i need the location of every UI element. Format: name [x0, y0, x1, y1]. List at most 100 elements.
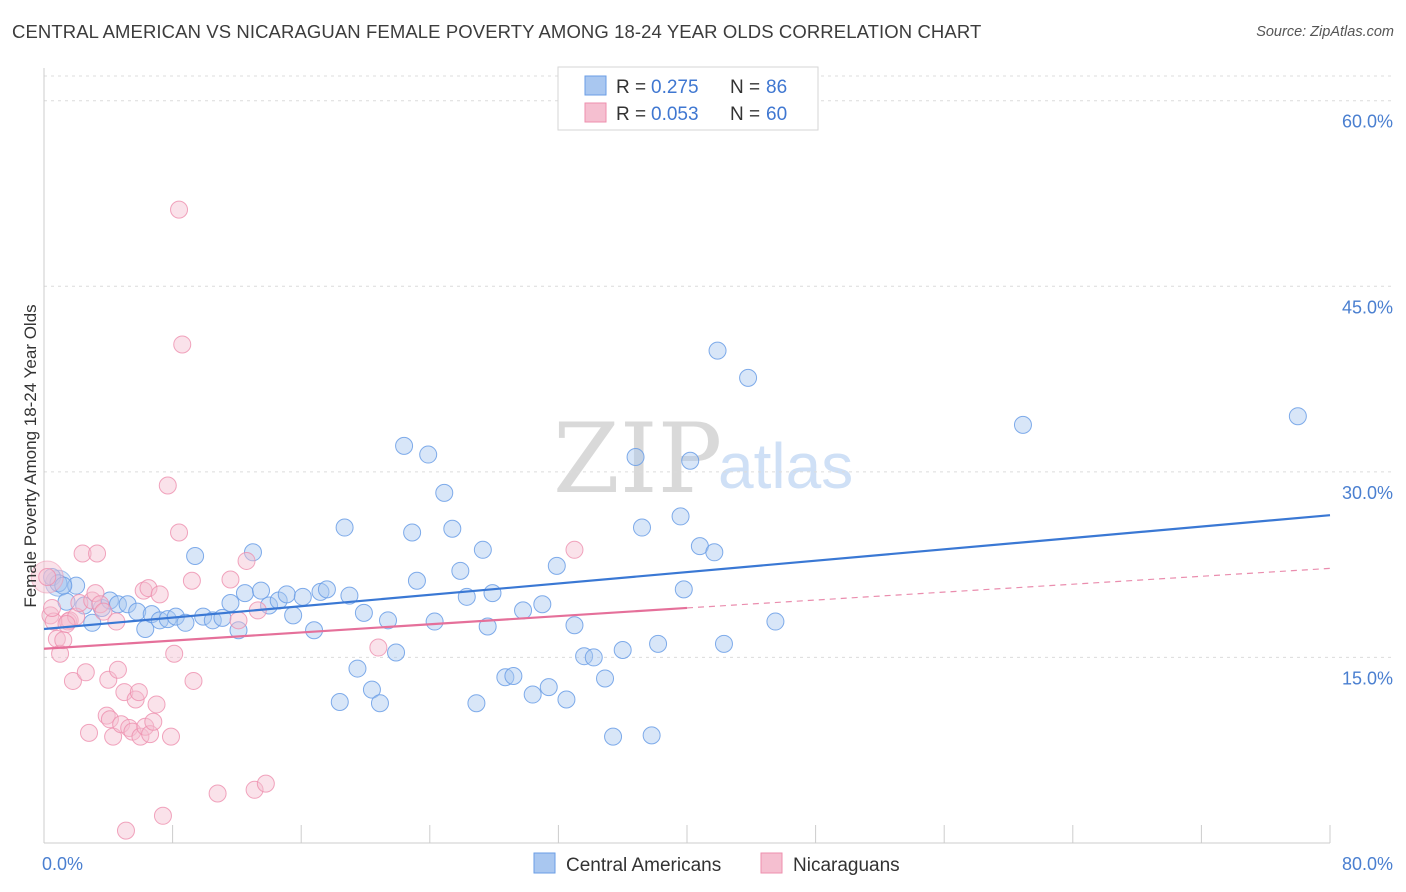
nicaraguans-point [129, 683, 148, 702]
central-americans-point [674, 580, 693, 599]
nicaraguans-trend-extension [686, 567, 1331, 609]
nicaraguans-point [165, 644, 184, 663]
nicaraguans-point [88, 544, 107, 563]
central-americans-point [435, 483, 454, 502]
central-americans-point [379, 611, 398, 630]
central-americans-point [632, 518, 651, 537]
nicaraguans-point [208, 784, 227, 803]
nicaraguans-point [369, 638, 388, 657]
nicaraguans-point [161, 727, 180, 746]
bottom-legend: Central Americans Nicaraguans [533, 852, 900, 876]
central-americans-point [596, 669, 615, 688]
nicaraguans-point [43, 598, 62, 617]
central-americans-point [504, 666, 523, 685]
nicaraguans-point [51, 644, 70, 663]
central-americans-point [575, 647, 594, 666]
nicaraguans-point [170, 523, 189, 542]
chart-title: CENTRAL AMERICAN VS NICARAGUAN FEMALE PO… [12, 21, 982, 42]
central-americans-point [705, 543, 724, 562]
central-americans-point [649, 634, 668, 653]
central-americans-point [221, 594, 240, 613]
central-americans-point [467, 694, 486, 713]
nicaraguans-point [184, 671, 203, 690]
watermark-zip: ZIP [553, 403, 722, 515]
nicaraguans-point [565, 540, 584, 559]
central-americans-point [348, 659, 367, 678]
central-americans-trend-line [43, 514, 1331, 631]
nicaraguans-point [99, 670, 118, 689]
trend-lines [43, 514, 1331, 650]
y-axis-label: Female Poverty Among 18-24 Year Olds [21, 304, 40, 607]
central-americans-point [186, 546, 205, 565]
central-americans-point [176, 613, 195, 632]
legend-r-label-1: R = [616, 77, 646, 98]
source-label: Source: ZipAtlas.com [1256, 24, 1394, 40]
central-americans-point [539, 678, 558, 697]
central-americans-point [330, 692, 349, 711]
nicaraguans-point [221, 570, 240, 589]
central-americans-point [370, 694, 389, 713]
central-americans-point [362, 680, 381, 699]
central-americans-point [565, 616, 584, 635]
tick-labels: 15.0% 30.0% 45.0% 60.0% 0.0% 80.0% [42, 112, 1393, 874]
nicaraguans-point [153, 806, 172, 825]
central-americans-point [395, 436, 414, 455]
nicaraguans-point [170, 200, 189, 219]
nicaraguans-point [80, 723, 99, 742]
central-americans-point [642, 726, 661, 745]
central-americans-point [739, 368, 758, 387]
central-americans-point [317, 580, 336, 599]
legend-n-value-2: 60 [766, 104, 787, 125]
central-americans-point [1288, 407, 1307, 426]
central-americans-point [407, 571, 426, 590]
central-americans-point [547, 556, 566, 575]
nicaraguans-point [73, 544, 92, 563]
nicaraguans-point [256, 774, 275, 793]
central-americans-point [613, 641, 632, 660]
watermark-atlas: atlas [718, 430, 853, 502]
central-americans-point [67, 576, 86, 595]
central-americans-point [354, 603, 373, 622]
nicaraguans-point [229, 611, 248, 630]
y-tick-label: 15.0% [1342, 668, 1393, 688]
nicaraguans-trend-line [43, 606, 688, 650]
nicaraguans-point [94, 602, 113, 621]
nicaraguans-point [245, 780, 264, 799]
legend-n-value-1: 86 [766, 77, 787, 98]
central-americans-point [118, 595, 137, 614]
nicaraguans-point [108, 660, 127, 679]
central-americans-point [284, 606, 303, 625]
nicaraguans-point [38, 568, 57, 587]
central-americans-point [766, 612, 785, 631]
central-americans-point [557, 690, 576, 709]
legend-swatch-central-americans [584, 75, 607, 96]
central-americans-point [626, 448, 645, 467]
nicaraguans-point [76, 663, 95, 682]
central-americans-point [483, 584, 502, 603]
bottom-legend-central-americans: Central Americans [566, 855, 721, 876]
central-americans-point [293, 587, 312, 606]
central-americans-point [1013, 415, 1032, 434]
nicaraguans-point [100, 710, 119, 729]
central-americans-point [681, 451, 700, 470]
nicaraguans-point [150, 585, 169, 604]
central-americans-point [387, 643, 406, 662]
axes [43, 68, 1331, 844]
nicaraguans-point [237, 551, 256, 570]
legend: R = 0.275 N = 86 R = 0.053 N = 60 [557, 66, 819, 131]
bottom-legend-nicaraguans: Nicaraguans [793, 855, 900, 876]
central-americans-point [403, 523, 422, 542]
bottom-legend-swatch-central-americans [533, 852, 556, 874]
nicaraguans-point [182, 571, 201, 590]
central-americans-point [708, 341, 727, 360]
central-americans-point [584, 648, 603, 667]
legend-r-label-2: R = [616, 104, 646, 125]
central-americans-point [83, 613, 102, 632]
central-americans-point [229, 621, 248, 640]
legend-r-value-2: 0.053 [651, 104, 699, 125]
central-americans-point [714, 634, 733, 653]
nicaraguans-point [144, 712, 163, 731]
nicaraguans-point [158, 476, 177, 495]
central-americans-point [252, 581, 271, 600]
central-americans-point [340, 586, 359, 605]
